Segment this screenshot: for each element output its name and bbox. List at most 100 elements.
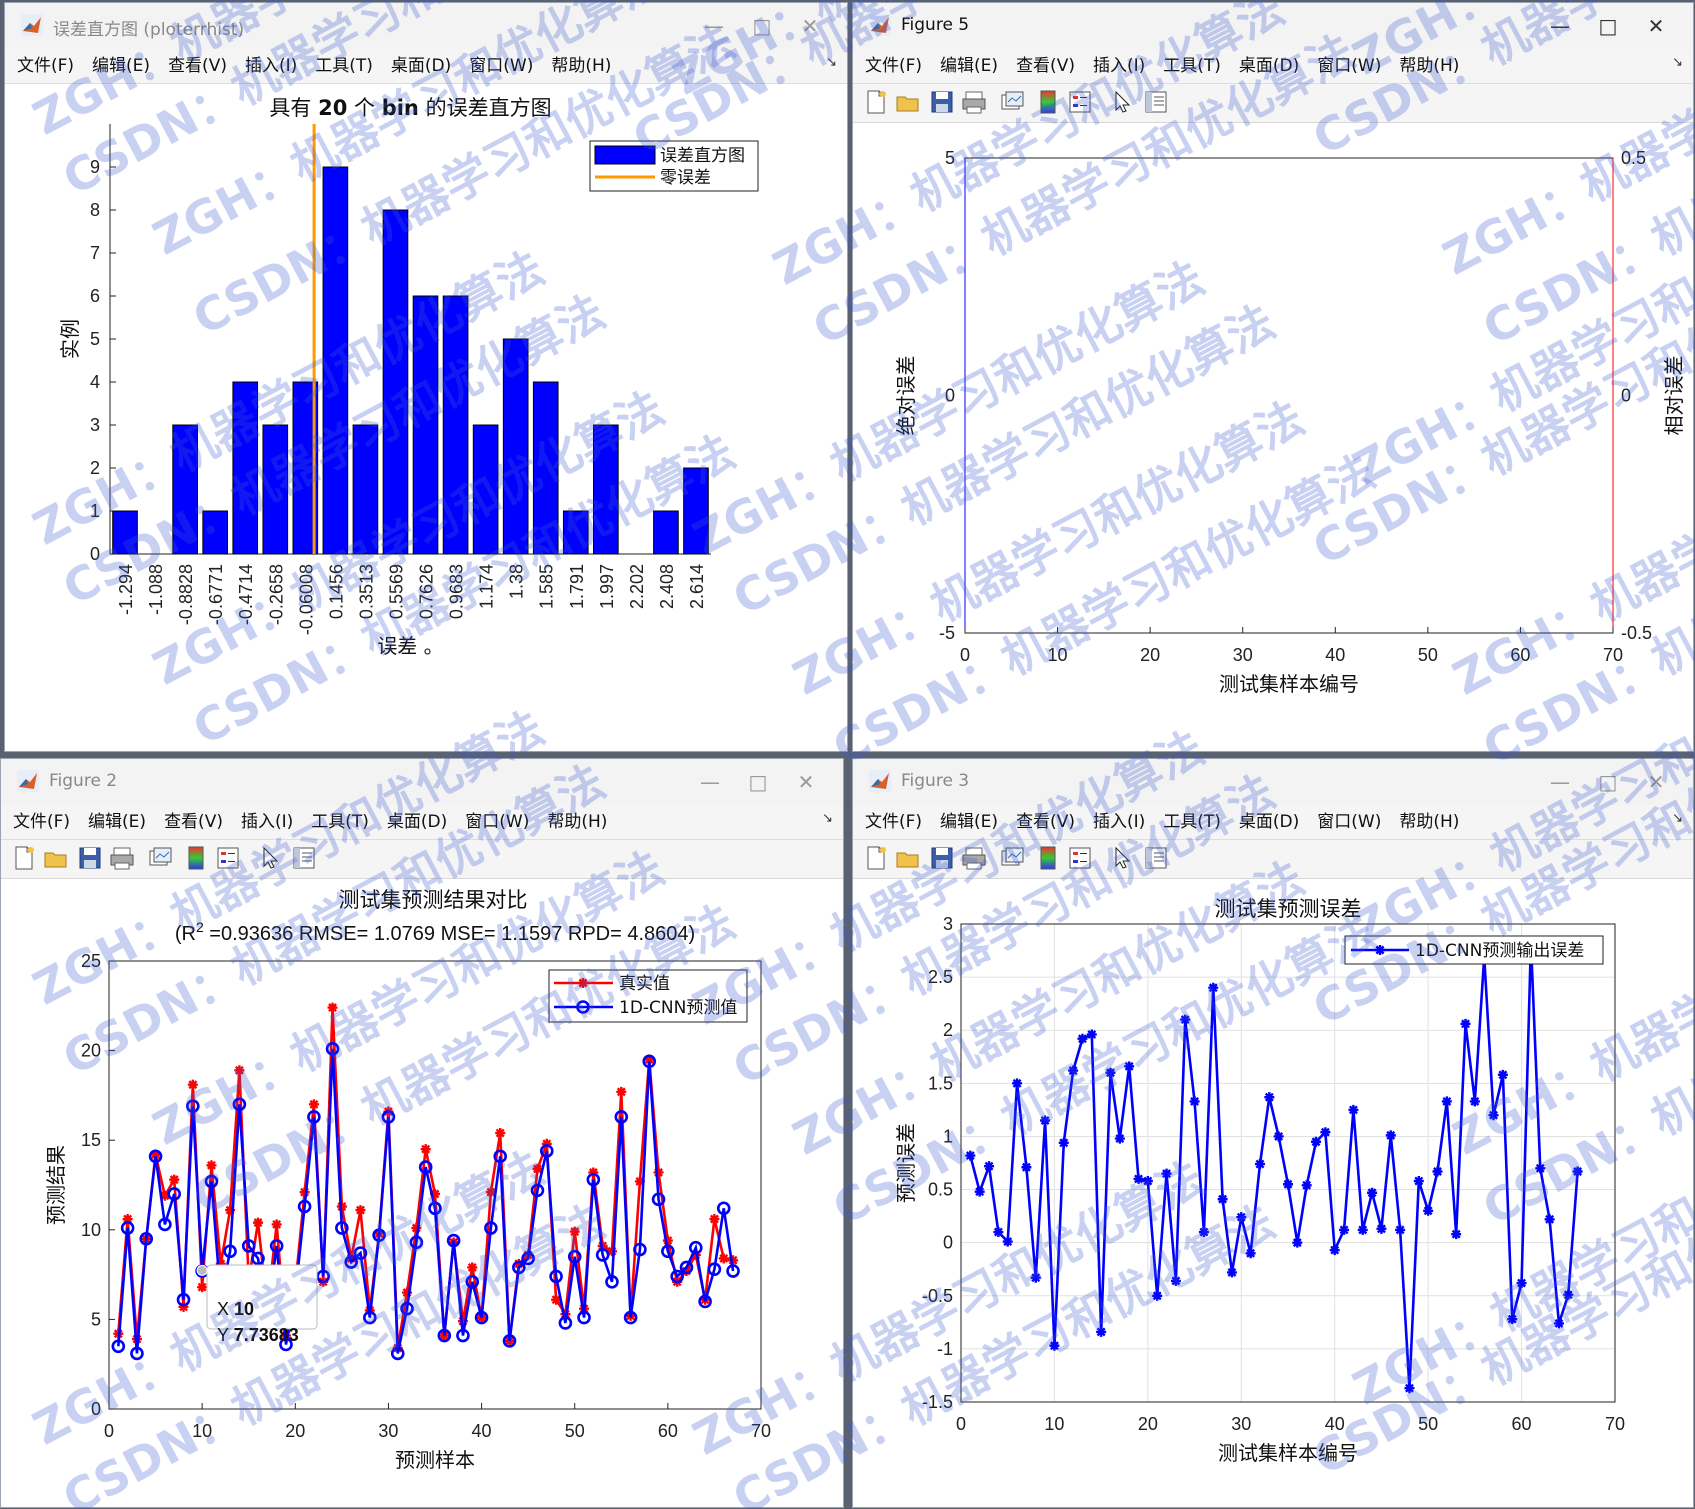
new-figure-icon[interactable] xyxy=(863,845,889,871)
data-point xyxy=(651,1192,666,1207)
menu-item[interactable]: 桌面(D) xyxy=(390,56,452,76)
data-point xyxy=(1152,1290,1163,1301)
menu-item[interactable]: 帮助(H) xyxy=(547,812,608,832)
menu-item[interactable]: 文件(F) xyxy=(17,56,75,76)
property-inspector-icon[interactable] xyxy=(1143,845,1169,871)
menu-item[interactable]: 查看(V) xyxy=(1016,56,1075,76)
close-button[interactable]: ✕ xyxy=(801,14,819,38)
save-icon[interactable] xyxy=(929,845,955,871)
data-point xyxy=(588,1167,599,1178)
open-folder-icon[interactable] xyxy=(43,845,69,871)
menu-item[interactable]: 插入(I) xyxy=(1092,56,1146,76)
chart-title: 具有 20 个 bin 的误差直方图 xyxy=(269,96,551,120)
menu-item[interactable]: 桌面(D) xyxy=(1238,812,1300,832)
close-button[interactable]: ✕ xyxy=(1647,14,1665,38)
maximize-button[interactable]: □ xyxy=(748,770,768,794)
title-bar[interactable]: Figure 2 — □ ✕ xyxy=(1,759,843,805)
x-tick-label: 1.585 xyxy=(537,564,557,609)
legend-marker xyxy=(578,978,588,988)
pointer-icon[interactable] xyxy=(1109,89,1135,115)
print-icon[interactable] xyxy=(109,845,135,871)
legend[interactable]: 1D-CNN预测输出误差 xyxy=(1344,935,1604,965)
menu-item[interactable]: 文件(F) xyxy=(865,56,923,76)
menu-item[interactable]: 编辑(E) xyxy=(940,812,999,832)
pointer-icon[interactable] xyxy=(257,845,283,871)
dock-arrow-icon[interactable]: ↘ xyxy=(822,811,833,826)
minimize-button[interactable]: — xyxy=(704,14,724,38)
minimize-button[interactable]: — xyxy=(700,770,720,794)
menu-item[interactable]: 帮助(H) xyxy=(1399,812,1460,832)
menu-item[interactable]: 工具(T) xyxy=(1163,812,1221,832)
property-inspector-icon[interactable] xyxy=(1143,89,1169,115)
menu-item[interactable]: 查看(V) xyxy=(1016,812,1075,832)
close-button[interactable]: ✕ xyxy=(1647,770,1665,794)
menu-item[interactable]: 帮助(H) xyxy=(1399,56,1460,76)
open-folder-icon[interactable] xyxy=(895,89,921,115)
menu-item[interactable]: 编辑(E) xyxy=(92,56,151,76)
menu-item[interactable]: 编辑(E) xyxy=(88,812,147,832)
dock-arrow-icon[interactable]: ↘ xyxy=(1672,55,1683,70)
dock-arrow-icon[interactable]: ↘ xyxy=(1672,811,1683,826)
save-icon[interactable] xyxy=(929,89,955,115)
menu-item[interactable]: 桌面(D) xyxy=(386,812,448,832)
minimize-button[interactable]: — xyxy=(1550,770,1570,794)
new-figure-icon[interactable] xyxy=(11,845,37,871)
menu-item[interactable]: 文件(F) xyxy=(13,812,71,832)
title-bar[interactable]: 误差直方图 (ploterrhist) — □ ✕ xyxy=(5,3,847,49)
menu-item[interactable]: 窗口(W) xyxy=(1317,56,1382,76)
link-plot-icon[interactable] xyxy=(999,845,1025,871)
close-button[interactable]: ✕ xyxy=(797,770,815,794)
print-icon[interactable] xyxy=(961,845,987,871)
dock-arrow-icon[interactable]: ↘ xyxy=(826,55,837,70)
legend-icon[interactable] xyxy=(215,845,241,871)
colorbar-icon[interactable] xyxy=(1035,845,1061,871)
menu-item[interactable]: 工具(T) xyxy=(315,56,373,76)
menu-item[interactable]: 编辑(E) xyxy=(940,56,999,76)
menu-item[interactable]: 窗口(W) xyxy=(465,812,530,832)
save-icon[interactable] xyxy=(77,845,103,871)
open-folder-icon[interactable] xyxy=(895,845,921,871)
y-tick-label: -0.5 xyxy=(922,1286,953,1306)
menu-item[interactable]: 窗口(W) xyxy=(1317,812,1382,832)
colorbar-icon[interactable] xyxy=(183,845,209,871)
colorbar-icon[interactable] xyxy=(1035,89,1061,115)
data-point xyxy=(1563,1289,1574,1300)
menu-item[interactable]: 查看(V) xyxy=(168,56,227,76)
new-figure-icon[interactable] xyxy=(863,89,889,115)
y-tick-label: 0.5 xyxy=(928,1180,953,1200)
property-inspector-icon[interactable] xyxy=(291,845,317,871)
menu-item[interactable]: 工具(T) xyxy=(311,812,369,832)
menu-item[interactable]: 插入(I) xyxy=(244,56,298,76)
y-tick-label: 6 xyxy=(90,286,100,306)
data-point xyxy=(634,1176,645,1187)
title-bar[interactable]: Figure 5 — □ ✕ xyxy=(853,3,1693,49)
link-plot-icon[interactable] xyxy=(999,89,1025,115)
link-plot-icon[interactable] xyxy=(147,845,173,871)
maximize-button[interactable]: □ xyxy=(1598,770,1618,794)
minimize-button[interactable]: — xyxy=(1550,14,1570,38)
legend-icon[interactable] xyxy=(1067,845,1093,871)
histogram-bar xyxy=(112,510,138,555)
menu-item[interactable]: 帮助(H) xyxy=(551,56,612,76)
series-prediction-error xyxy=(965,937,1583,1394)
histogram-bar xyxy=(382,209,409,555)
menu-item[interactable]: 插入(I) xyxy=(1092,812,1146,832)
data-point xyxy=(728,1255,739,1266)
menu-item[interactable]: 文件(F) xyxy=(865,812,923,832)
data-tip[interactable]: X 10Y 7.73683 xyxy=(196,1264,318,1345)
title-bar[interactable]: Figure 3 — □ ✕ xyxy=(853,759,1693,805)
x-tick-label: -1.294 xyxy=(116,564,136,615)
menu-item[interactable]: 工具(T) xyxy=(1163,56,1221,76)
data-point xyxy=(558,1316,573,1330)
menu-item[interactable]: 插入(I) xyxy=(240,812,294,832)
maximize-button[interactable]: □ xyxy=(1598,14,1618,38)
menu-item[interactable]: 查看(V) xyxy=(164,812,223,832)
pointer-icon[interactable] xyxy=(1109,845,1135,871)
print-icon[interactable] xyxy=(961,89,987,115)
menu-item[interactable]: 窗口(W) xyxy=(469,56,534,76)
legend-icon[interactable] xyxy=(1067,89,1093,115)
legend[interactable]: 真实值 1D-CNN预测值 xyxy=(548,969,748,1023)
menu-item[interactable]: 桌面(D) xyxy=(1238,56,1300,76)
maximize-button[interactable]: □ xyxy=(752,14,772,38)
